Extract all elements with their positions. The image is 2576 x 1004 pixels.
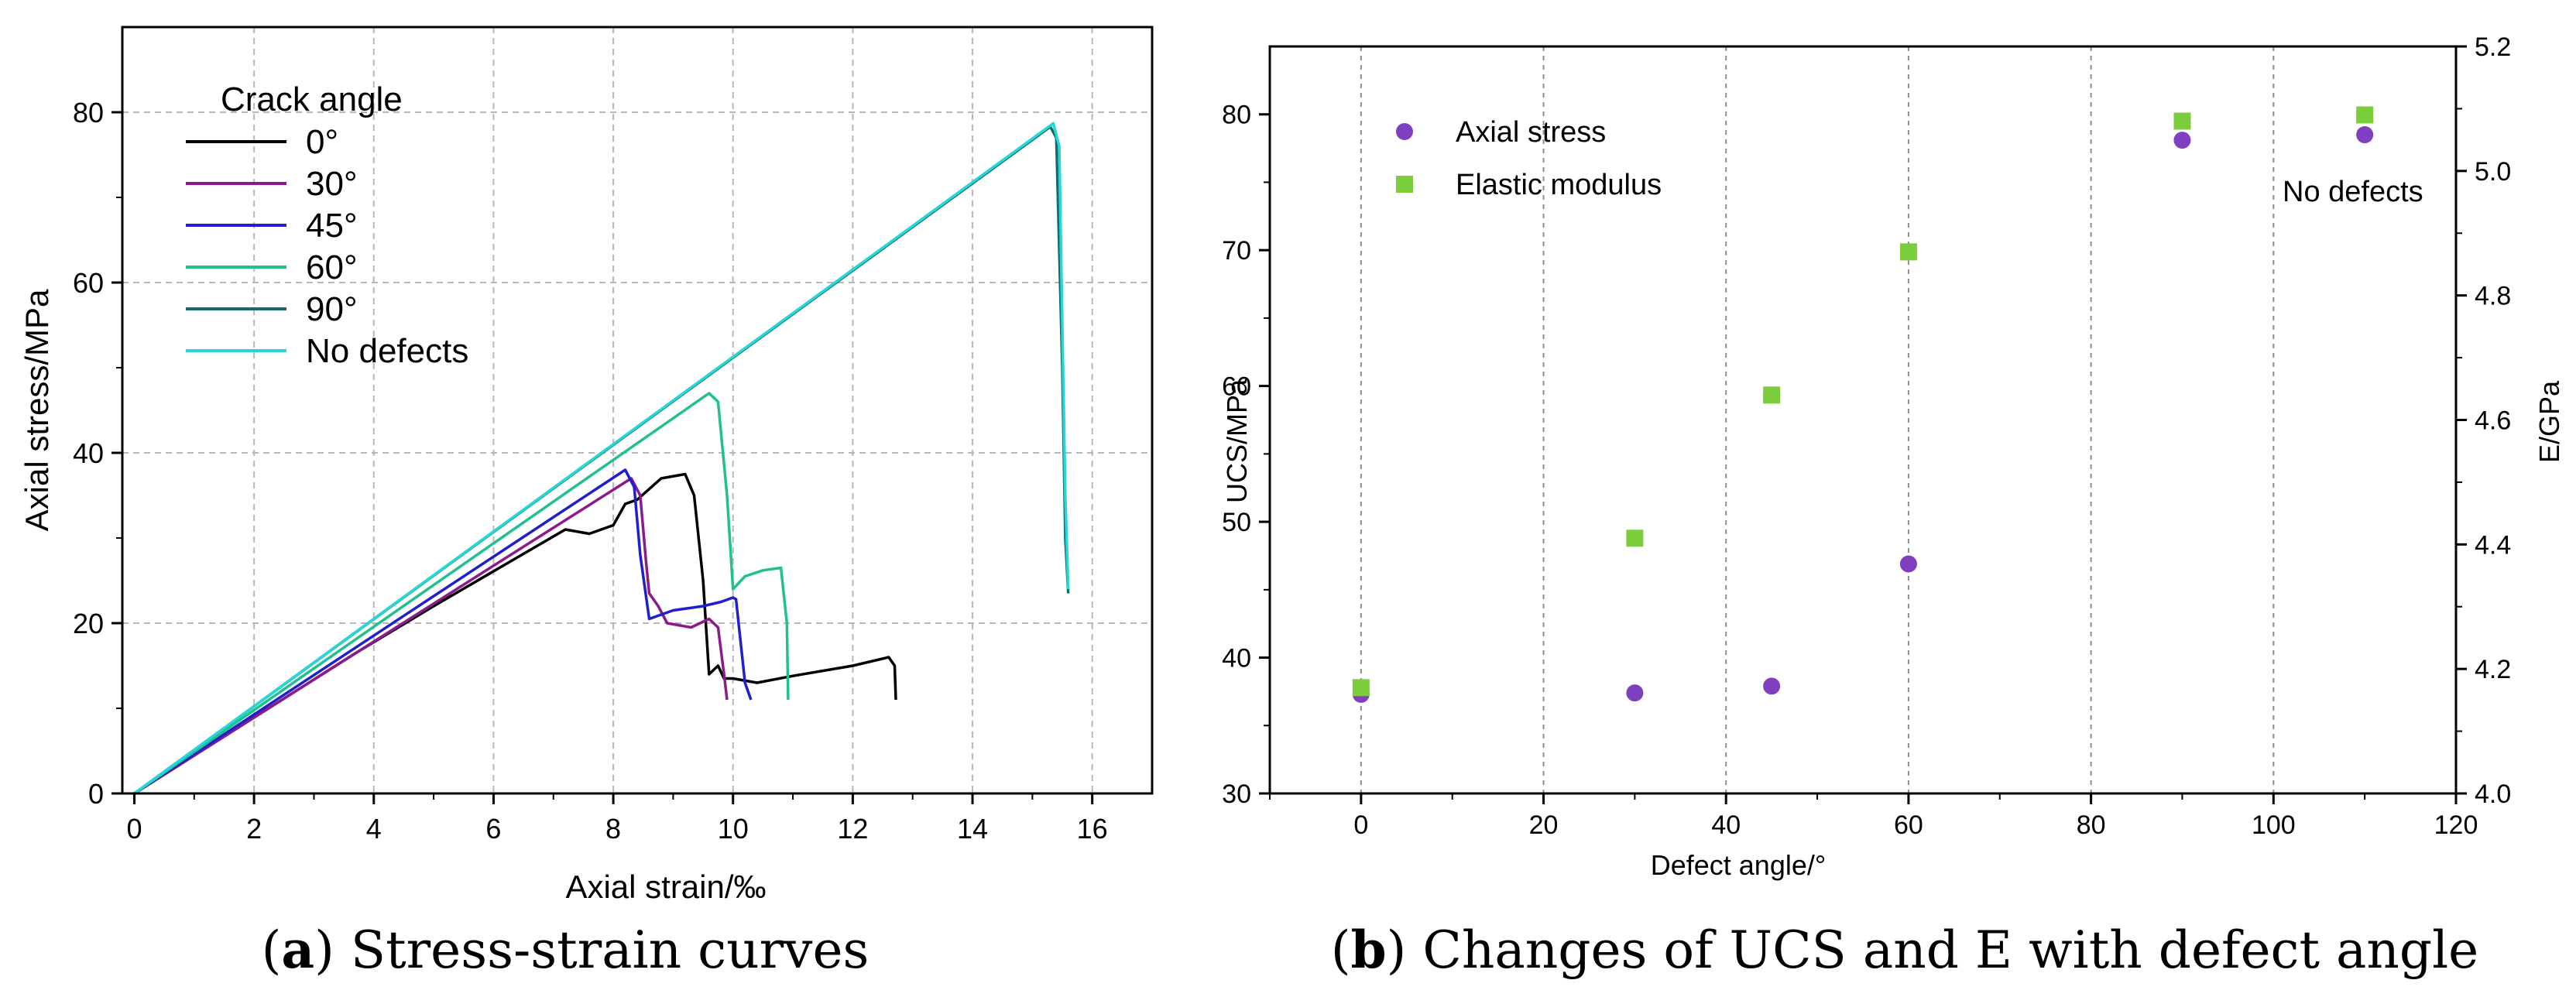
caption-b: (b) Changes of UCS and E with defect ang…	[1331, 920, 2479, 980]
y-axis-label-left: UCS/MPa	[1221, 379, 1253, 503]
legend-marker	[1396, 123, 1413, 140]
y-tick-label: 60	[1222, 372, 1251, 402]
data-point-axial-stress	[1763, 677, 1781, 695]
data-point-elastic-modulus	[2356, 106, 2374, 124]
caption-a: (a) Stress-strain curves	[262, 920, 870, 980]
legend-label: Axial stress	[1456, 116, 1606, 149]
y-tick-label: 40	[73, 437, 104, 469]
x-tick-label: 4	[366, 813, 382, 845]
y-tick-label: 30	[1222, 780, 1251, 809]
y-axis-ticks-right: 4.0 4.2 4.4 4.6 4.8 5.0 5.2	[2456, 33, 2511, 809]
x-tick-label: 0	[126, 813, 142, 845]
series-line	[133, 392, 790, 795]
x-tick-label: 14	[957, 813, 988, 845]
x-tick-label: 20	[1529, 810, 1559, 840]
caption-a-text: Stress-strain curves	[351, 920, 870, 980]
data-point-elastic-modulus	[1763, 386, 1781, 404]
data-point-elastic-modulus	[1352, 679, 1370, 697]
data-point-axial-stress	[2173, 132, 2191, 149]
data-point-elastic-modulus	[2173, 112, 2191, 130]
x-axis-label: Axial strain/‰	[565, 869, 766, 905]
y-axis-label: Axial stress/MPa	[19, 289, 55, 531]
svg-text:(a) Stress-strain curves: (a) Stress-strain curves	[262, 920, 870, 980]
x-tick-label: 12	[837, 813, 868, 845]
legend-label: 0°	[306, 123, 338, 161]
svg-text:(b) Changes of UCS and E with: (b) Changes of UCS and E with defect ang…	[1331, 920, 2479, 980]
y-tick-label: 60	[73, 267, 104, 299]
y-right-tick-label: 4.4	[2475, 530, 2511, 560]
y-tick-label: 40	[1222, 644, 1251, 673]
y-right-tick-label: 5.0	[2475, 157, 2511, 187]
legend-label: No defects	[306, 332, 468, 370]
series-line	[133, 122, 1070, 795]
x-tick-label: 8	[605, 813, 621, 845]
caption-b-letter: b	[1350, 920, 1386, 980]
data-point-axial-stress	[1626, 684, 1644, 702]
legend-label: 45°	[306, 207, 358, 245]
y-tick-label: 50	[1222, 508, 1251, 537]
x-axis-ticks: 0 20 40 60 80 100 120	[1269, 793, 2478, 840]
x-tick-label: 10	[718, 813, 749, 845]
legend: Axial stress Elastic modulus	[1396, 116, 1662, 201]
data-point-axial-stress	[1899, 555, 1917, 573]
y-right-tick-label: 4.6	[2475, 406, 2511, 436]
x-tick-label: 2	[246, 813, 262, 845]
stress-strain-chart: 0 2 4 6 8 10 12 14 16 0 20 40 60 80 Axial strain/‰ A…	[19, 26, 1154, 905]
series-lines	[133, 122, 1070, 795]
series-line	[133, 472, 897, 795]
legend-label: 90°	[306, 290, 358, 328]
y-right-tick-label: 4.2	[2475, 655, 2511, 684]
data-point-elastic-modulus	[1899, 243, 1917, 261]
y-tick-label: 20	[73, 608, 104, 639]
legend-label: Elastic modulus	[1456, 169, 1662, 201]
x-tick-label: 6	[485, 813, 501, 845]
legend-label: 30°	[306, 165, 358, 203]
y-axis-label-right: E/GPa	[2533, 380, 2565, 463]
y-tick-label: 70	[1222, 236, 1251, 266]
x-axis-ticks: 0 2 4 6 8 10 12 14 16	[126, 793, 1108, 845]
y-tick-label: 80	[1222, 101, 1251, 130]
annotation-no-defects: No defects	[2283, 176, 2423, 208]
x-tick-label: 60	[1894, 810, 1923, 840]
y-right-tick-label: 5.2	[2475, 33, 2511, 62]
plot-frame	[121, 26, 1154, 795]
x-tick-label: 120	[2434, 810, 2478, 840]
x-tick-label: 100	[2252, 810, 2296, 840]
x-axis-label: Defect angle/°	[1651, 849, 1827, 881]
y-right-tick-label: 4.8	[2475, 282, 2511, 311]
y-tick-label: 0	[88, 778, 104, 810]
legend: Crack angle 0° 30° 45°60° 90° No defects	[186, 81, 468, 370]
y-right-tick-label: 4.0	[2475, 780, 2511, 809]
x-tick-label: 16	[1077, 813, 1108, 845]
y-axis-ticks: 0 20 40 60 80	[73, 97, 122, 810]
grid	[1360, 46, 2275, 793]
legend-title: Crack angle	[221, 81, 403, 118]
legend-label: 60°	[306, 248, 358, 286]
grid	[122, 27, 1152, 793]
legend-marker	[1396, 176, 1413, 193]
caption-b-text: Changes of UCS and E with defect angle	[1422, 920, 2478, 980]
series-line	[133, 468, 753, 795]
y-tick-label: 80	[73, 97, 104, 128]
series-points	[1352, 106, 2374, 703]
y-axis-ticks-left: 30 40 50 60 70 80	[1222, 101, 1270, 809]
data-point-elastic-modulus	[1626, 529, 1644, 547]
data-point-axial-stress	[2356, 126, 2374, 144]
x-tick-label: 40	[1711, 810, 1741, 840]
x-tick-label: 80	[2077, 810, 2106, 840]
caption-a-letter: a	[281, 920, 314, 980]
x-tick-label: 0	[1353, 810, 1368, 840]
